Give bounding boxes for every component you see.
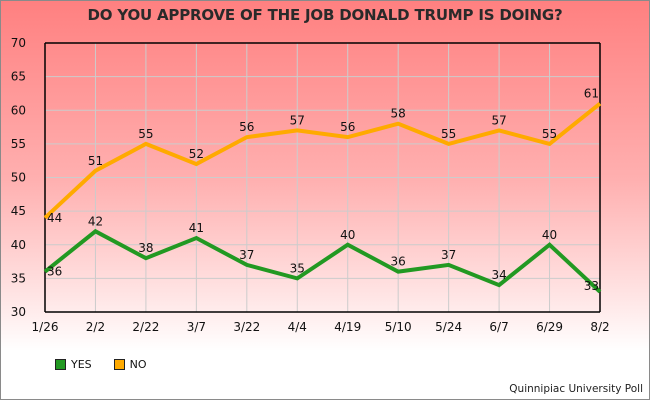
x-tick-label: 5/10 (385, 320, 412, 334)
y-tick-label: 50 (11, 171, 26, 185)
data-label-no: 55 (138, 127, 153, 141)
y-tick-label: 35 (11, 271, 26, 285)
data-label-no: 57 (491, 113, 506, 127)
x-tick-label: 6/7 (489, 320, 508, 334)
data-label-no: 58 (391, 107, 406, 121)
data-label-yes: 36 (391, 255, 406, 269)
y-tick-label: 70 (11, 36, 26, 50)
legend-label-yes: YES (71, 358, 92, 371)
data-label-yes: 40 (340, 228, 355, 242)
legend-item-no: NO (113, 358, 147, 371)
data-label-no: 61 (584, 87, 599, 101)
y-tick-label: 30 (11, 305, 26, 319)
y-tick-label: 40 (11, 238, 26, 252)
legend-swatch-no (113, 359, 125, 370)
data-label-no: 52 (189, 147, 204, 161)
y-tick-label: 55 (11, 137, 26, 151)
data-label-no: 55 (441, 127, 456, 141)
x-tick-label: 3/7 (187, 320, 206, 334)
data-label-no: 57 (290, 113, 305, 127)
x-tick-label: 2/22 (132, 320, 159, 334)
legend-swatch-yes (55, 359, 66, 370)
legend-item-yes: YES (55, 358, 92, 371)
data-label-yes: 34 (491, 268, 506, 282)
data-label-yes: 36 (47, 265, 62, 279)
x-tick-label: 4/19 (334, 320, 361, 334)
x-tick-label: 5/24 (435, 320, 462, 334)
y-tick-label: 65 (11, 70, 26, 84)
x-tick-label: 1/26 (32, 320, 59, 334)
series-line-no (43, 101, 602, 220)
data-label-yes: 38 (138, 241, 153, 255)
chart-title: DO YOU APPROVE OF THE JOB DONALD TRUMP I… (87, 6, 563, 24)
data-label-yes: 37 (239, 248, 254, 262)
data-label-yes: 37 (441, 248, 456, 262)
series-line-yes (43, 228, 602, 294)
data-label-no: 51 (88, 154, 103, 168)
data-label-no: 56 (239, 120, 254, 134)
x-tick-label: 3/22 (233, 320, 260, 334)
data-label-no: 56 (340, 120, 355, 134)
data-label-no: 55 (542, 127, 557, 141)
data-label-yes: 42 (88, 214, 103, 228)
data-label-yes: 33 (584, 279, 599, 293)
x-tick-label: 6/29 (536, 320, 563, 334)
y-tick-label: 45 (11, 204, 26, 218)
source-note: Quinnipiac University Poll (509, 383, 643, 395)
x-tick-label: 4/4 (288, 320, 307, 334)
data-label-yes: 35 (290, 261, 305, 275)
legend-label-no: NO (129, 358, 147, 371)
x-tick-label: 8/2 (590, 320, 609, 334)
x-tick-label: 2/2 (86, 320, 105, 334)
data-label-yes: 40 (542, 228, 557, 242)
y-tick-label: 60 (11, 103, 26, 117)
legend: YES NO (55, 358, 169, 371)
data-label-yes: 41 (189, 221, 204, 235)
data-label-no: 44 (47, 211, 62, 225)
